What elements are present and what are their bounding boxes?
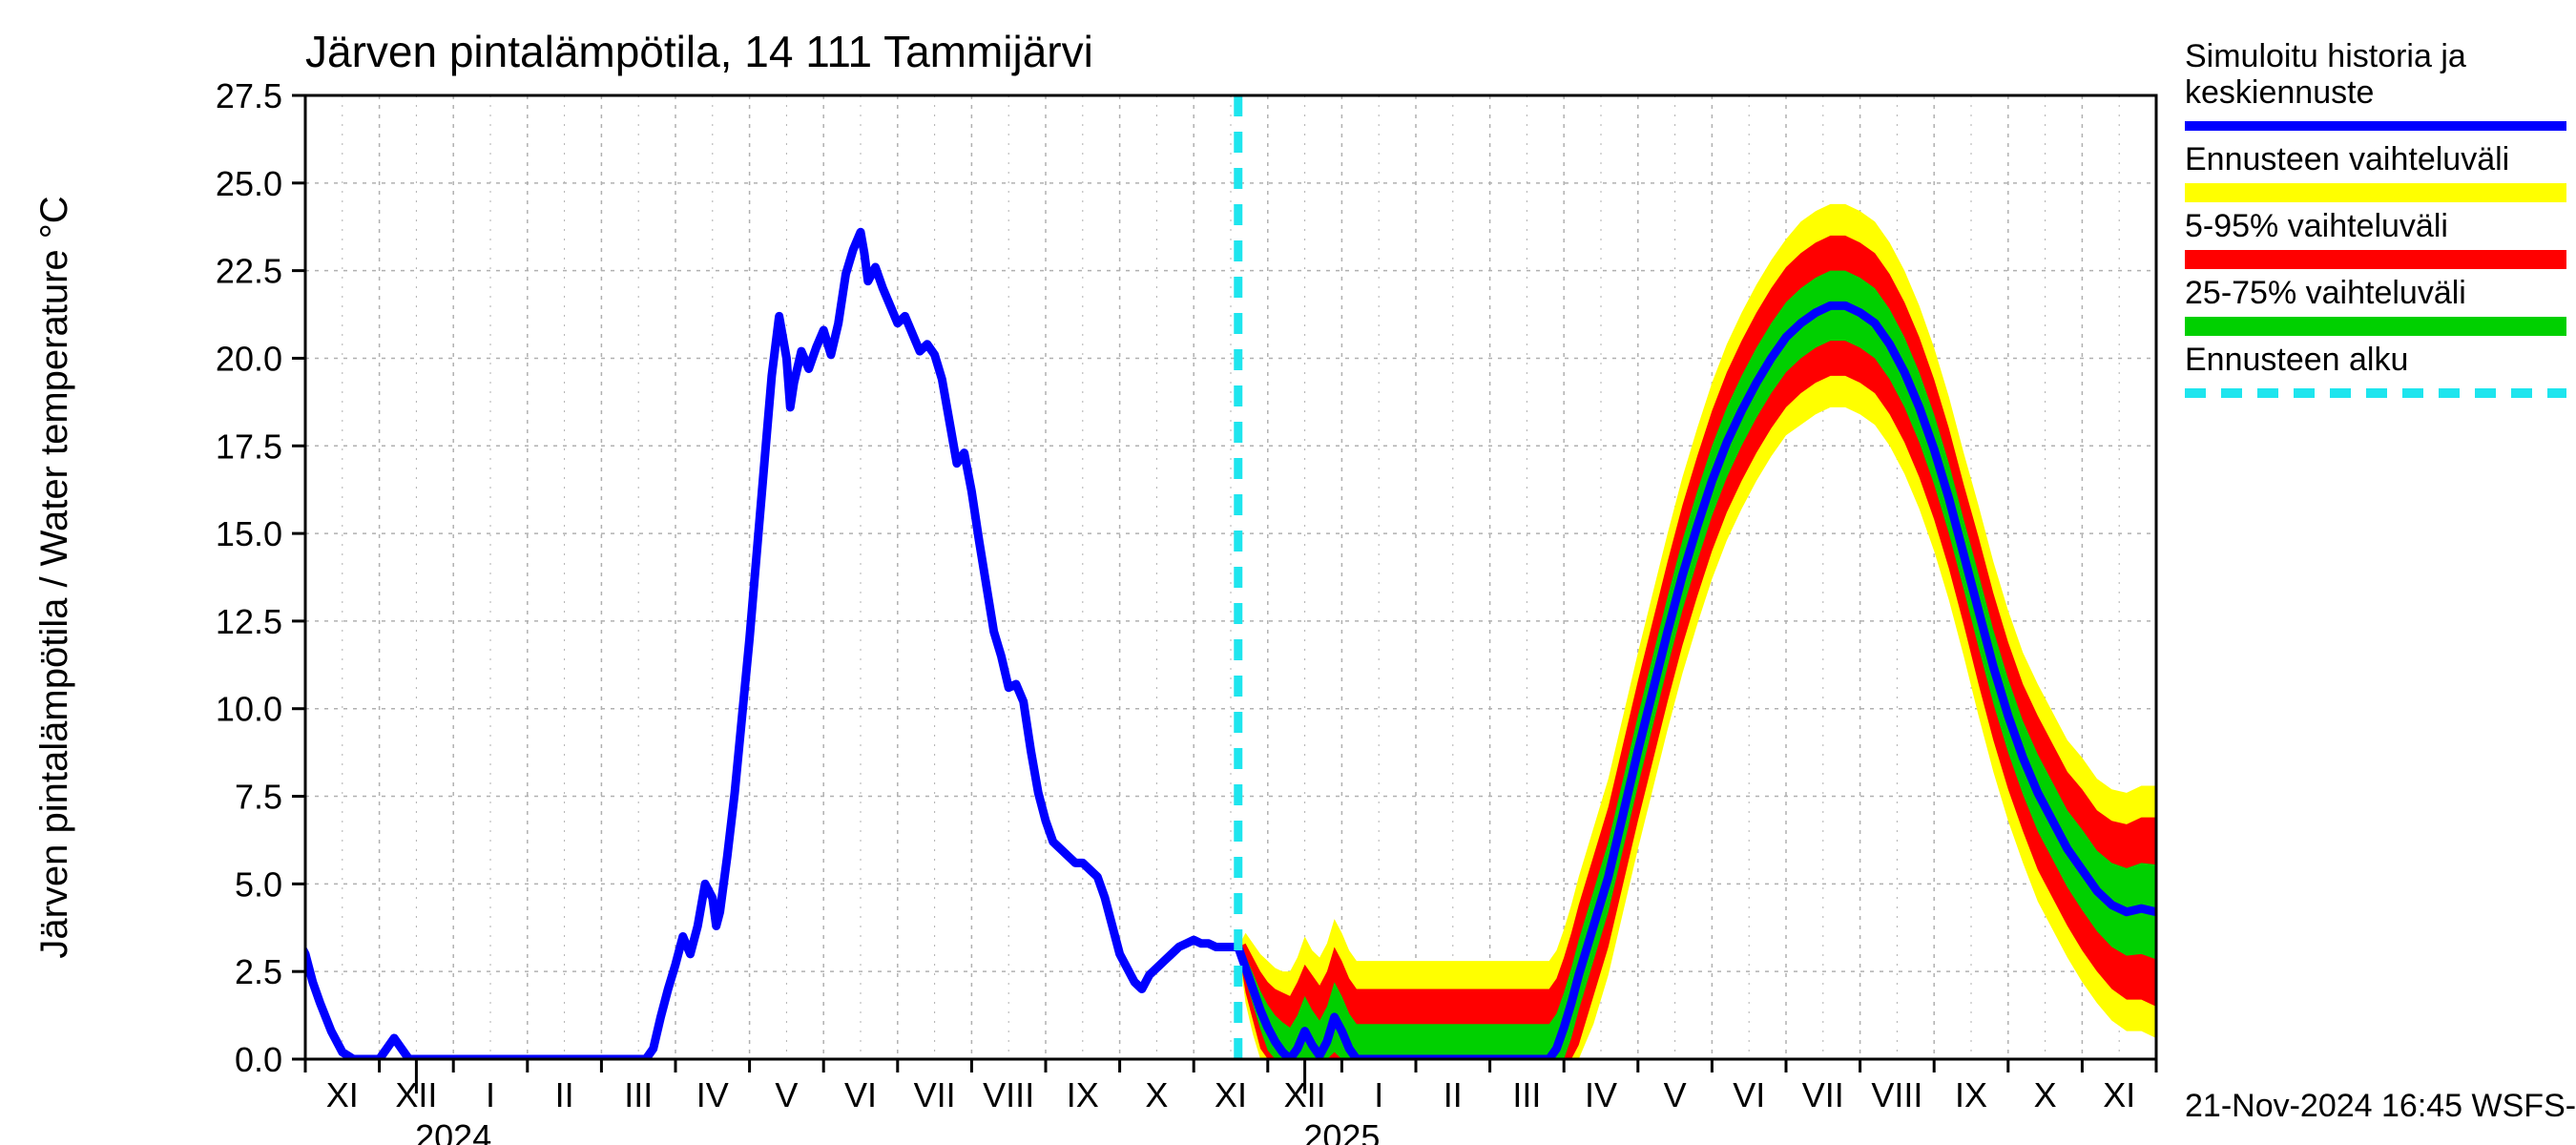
- xtick-label: IX: [1955, 1075, 1987, 1114]
- ytick-label: 25.0: [216, 164, 282, 203]
- x-axis: XIXIIIIIIIIIVVVIVIIVIIIIXXXIXIIIIIIIIIVV…: [305, 1059, 2156, 1145]
- ytick-label: 22.5: [216, 252, 282, 291]
- xtick-label: VII: [914, 1075, 956, 1114]
- water-temperature-chart: 0.0 2.5 5.0 7.5 10.0 12.5 15.0 17.5 20.0 22.5 25.0…: [0, 0, 2576, 1145]
- year-label: 2025: [1303, 1117, 1380, 1145]
- legend-item-label: Simuloitu historia ja: [2185, 38, 2466, 74]
- ytick-label: 10.0: [216, 690, 282, 729]
- chart-footer: 21-Nov-2024 16:45 WSFS-O: [2185, 1088, 2576, 1124]
- ytick-label: 5.0: [235, 864, 282, 904]
- ytick-label: 2.5: [235, 952, 282, 991]
- legend-swatch: [2185, 183, 2566, 202]
- forecast-bands: [1238, 204, 2156, 1059]
- xtick-label: XI: [326, 1075, 359, 1114]
- xtick-label: V: [775, 1075, 798, 1114]
- xtick-label: V: [1664, 1075, 1687, 1114]
- xtick-label: I: [486, 1075, 495, 1114]
- legend-item-label: 25-75% vaihteluväli: [2185, 275, 2466, 311]
- xtick-label: XI: [2103, 1075, 2135, 1114]
- xtick-label: III: [1512, 1075, 1541, 1114]
- xtick-label: III: [624, 1075, 653, 1114]
- xtick-label: VIII: [983, 1075, 1034, 1114]
- xtick-label: VIII: [1871, 1075, 1922, 1114]
- xtick-label: VII: [1802, 1075, 1844, 1114]
- legend-item-label: 5-95% vaihteluväli: [2185, 208, 2448, 244]
- xtick-label: XI: [1215, 1075, 1247, 1114]
- xtick-label: IV: [1585, 1075, 1617, 1114]
- legend-swatch: [2185, 317, 2566, 336]
- chart-svg: 0.0 2.5 5.0 7.5 10.0 12.5 15.0 17.5 20.0 22.5 25.0…: [0, 0, 2576, 1145]
- legend-item-label: keskiennuste: [2185, 74, 2374, 111]
- chart-title: Järven pintalämpötila, 14 111 Tammijärvi: [305, 27, 1093, 76]
- ytick-label: 17.5: [216, 427, 282, 466]
- xtick-label: II: [1444, 1075, 1463, 1114]
- year-label: 2024: [415, 1117, 491, 1145]
- xtick-label: VI: [844, 1075, 877, 1114]
- ytick-label: 0.0: [235, 1040, 282, 1079]
- legend-swatch: [2185, 250, 2566, 269]
- xtick-label: II: [555, 1075, 574, 1114]
- xtick-label: VI: [1733, 1075, 1765, 1114]
- xtick-label: I: [1374, 1075, 1383, 1114]
- xtick-label: X: [1145, 1075, 1168, 1114]
- y-axis-label: Järven pintalämpötila / Water temperatur…: [33, 196, 75, 958]
- ytick-label: 7.5: [235, 778, 282, 817]
- xtick-label: IX: [1067, 1075, 1099, 1114]
- ytick-label: 20.0: [216, 339, 282, 378]
- ytick-label: 12.5: [216, 602, 282, 641]
- ytick-label: 15.0: [216, 514, 282, 553]
- xtick-label: IV: [696, 1075, 729, 1114]
- legend: Simuloitu historia jakeskiennuste Ennuste…: [2185, 38, 2566, 393]
- xtick-label: X: [2034, 1075, 2057, 1114]
- legend-item-label: Ennusteen alku: [2185, 342, 2408, 378]
- y-axis: 0.0 2.5 5.0 7.5 10.0 12.5 15.0 17.5 20.0 22.5 25.0…: [216, 76, 305, 1079]
- legend-item-label: Ennusteen vaihteluväli: [2185, 141, 2509, 177]
- ytick-label: 27.5: [216, 76, 282, 115]
